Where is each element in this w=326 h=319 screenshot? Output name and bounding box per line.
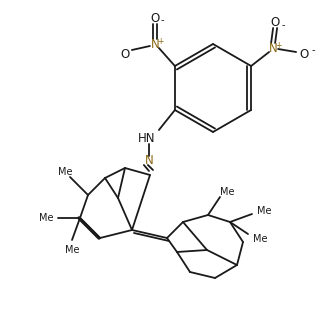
Text: Me: Me [220, 187, 234, 197]
Text: -: - [281, 20, 285, 30]
Text: +: + [157, 36, 163, 46]
Text: Me: Me [65, 245, 79, 255]
Text: O: O [271, 16, 280, 28]
Text: N: N [144, 154, 153, 167]
Text: O: O [120, 48, 129, 61]
Text: +: + [275, 41, 281, 49]
Text: O: O [300, 48, 309, 61]
Text: HN: HN [138, 131, 156, 145]
Text: -: - [311, 45, 315, 55]
Text: Me: Me [257, 206, 271, 216]
Text: N: N [269, 41, 277, 55]
Text: N: N [151, 38, 159, 50]
Text: O: O [150, 11, 159, 25]
Text: Me: Me [39, 213, 53, 223]
Text: -: - [160, 15, 164, 25]
Text: Me: Me [58, 167, 72, 177]
Text: Me: Me [253, 234, 267, 244]
